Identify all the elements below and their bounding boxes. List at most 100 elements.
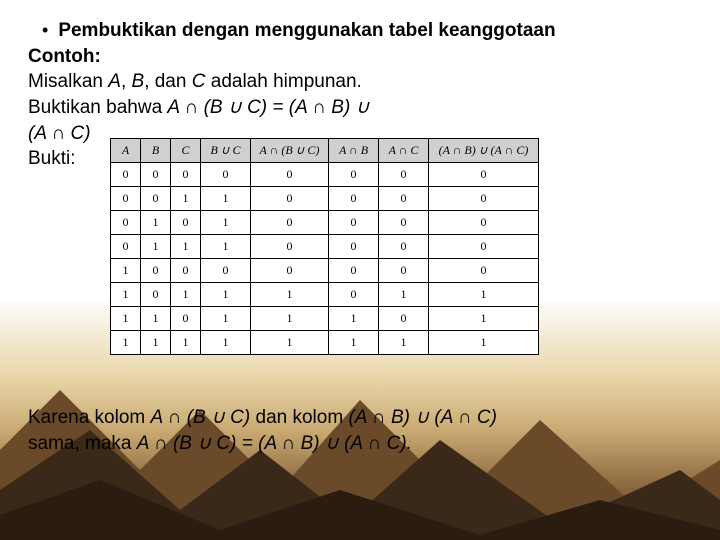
col-C: C (171, 139, 201, 163)
table-cell: 0 (379, 259, 429, 283)
table-cell: 0 (141, 283, 171, 307)
table-cell: 0 (379, 187, 429, 211)
bullet-glyph: • (42, 18, 48, 42)
txt: , dan (144, 71, 192, 92)
table-cell: 0 (251, 235, 329, 259)
expr: A ∩ (B ∪ C) (151, 407, 251, 428)
expr: (A ∩ C) (28, 123, 91, 144)
table-cell: 1 (201, 283, 251, 307)
table-row: 11011101 (111, 307, 539, 331)
expr: (A ∩ B) ∪ (A ∩ C) (348, 407, 497, 428)
var-b: B (132, 71, 145, 92)
txt: Buktikan bahwa (28, 97, 167, 118)
table-cell: 1 (201, 187, 251, 211)
table-cell: 1 (171, 283, 201, 307)
table-cell: 1 (111, 307, 141, 331)
table-cell: 1 (251, 283, 329, 307)
txt: dan kolom (250, 407, 348, 428)
table-cell: 0 (379, 163, 429, 187)
table-cell: 1 (141, 211, 171, 235)
table-row: 01110000 (111, 235, 539, 259)
col-BuC: B ∪ C (201, 139, 251, 163)
col-AnBuC: A ∩ (B ∪ C) (251, 139, 329, 163)
col-B: B (141, 139, 171, 163)
txt: adalah himpunan. (205, 71, 361, 92)
table-cell: 1 (111, 259, 141, 283)
table-cell: 1 (201, 307, 251, 331)
table-cell: 0 (329, 163, 379, 187)
col-AnB: A ∩ B (329, 139, 379, 163)
table-cell: 0 (141, 187, 171, 211)
line-misalkan: Misalkan A, B, dan C adalah himpunan. (28, 69, 692, 95)
col-result: (A ∩ B) ∪ (A ∩ C) (429, 139, 539, 163)
table-cell: 0 (329, 235, 379, 259)
table-cell: 1 (429, 331, 539, 355)
conclusion-line-2: sama, maka A ∩ (B ∪ C) = (A ∩ B) ∪ (A ∩ … (28, 431, 497, 457)
table-cell: 0 (171, 307, 201, 331)
table-cell: 0 (429, 211, 539, 235)
table-cell: 0 (379, 307, 429, 331)
title-text: Pembuktikan dengan menggunakan tabel kea… (58, 18, 555, 44)
table-cell: 1 (251, 331, 329, 355)
table-cell: 1 (201, 235, 251, 259)
table-cell: 0 (251, 211, 329, 235)
table-cell: 0 (329, 211, 379, 235)
table-cell: 0 (379, 235, 429, 259)
table-cell: 1 (429, 283, 539, 307)
table-cell: 0 (111, 235, 141, 259)
membership-table: A B C B ∪ C A ∩ (B ∪ C) A ∩ B A ∩ C (A ∩… (110, 138, 539, 355)
table-cell: 0 (251, 187, 329, 211)
table-cell: 0 (111, 211, 141, 235)
table-cell: 0 (379, 211, 429, 235)
table-cell: 0 (329, 283, 379, 307)
expr: A ∩ (B ∪ C) = (A ∩ B) ∪ (167, 97, 369, 118)
table-cell: 0 (111, 187, 141, 211)
table-cell: 0 (171, 163, 201, 187)
table-cell: 1 (429, 307, 539, 331)
table-cell: 1 (379, 283, 429, 307)
var-c: C (192, 71, 206, 92)
table-cell: 1 (141, 307, 171, 331)
table-cell: 0 (111, 163, 141, 187)
table-cell: 1 (201, 331, 251, 355)
table-cell: 1 (171, 187, 201, 211)
txt: Karena kolom (28, 407, 151, 428)
table-cell: 1 (111, 283, 141, 307)
table-cell: 1 (329, 307, 379, 331)
conclusion-line-1: Karena kolom A ∩ (B ∪ C) dan kolom (A ∩ … (28, 405, 497, 431)
table-cell: 0 (429, 259, 539, 283)
table-cell: 0 (329, 187, 379, 211)
table-row: 00110000 (111, 187, 539, 211)
txt: , (121, 71, 132, 92)
table-cell: 0 (141, 259, 171, 283)
table-row: 11111111 (111, 331, 539, 355)
table-cell: 0 (201, 163, 251, 187)
table-cell: 0 (201, 259, 251, 283)
table-row: 10111011 (111, 283, 539, 307)
table-cell: 0 (141, 163, 171, 187)
table-row: 00000000 (111, 163, 539, 187)
expr: A ∩ (B ∪ C) = (A ∩ B) ∪ (A ∩ C). (137, 433, 412, 454)
membership-table-wrap: A B C B ∪ C A ∩ (B ∪ C) A ∩ B A ∩ C (A ∩… (110, 138, 539, 355)
table-cell: 0 (171, 259, 201, 283)
var-a: A (108, 71, 121, 92)
table-cell: 1 (141, 235, 171, 259)
table-cell: 1 (141, 331, 171, 355)
line-buktikan: Buktikan bahwa A ∩ (B ∪ C) = (A ∩ B) ∪ (28, 95, 692, 121)
table-cell: 0 (429, 187, 539, 211)
table-cell: 1 (329, 331, 379, 355)
table-cell: 1 (111, 331, 141, 355)
col-AnC: A ∩ C (379, 139, 429, 163)
table-cell: 1 (171, 331, 201, 355)
txt: sama, maka (28, 433, 137, 454)
table-cell: 0 (251, 163, 329, 187)
table-cell: 0 (171, 211, 201, 235)
table-cell: 1 (251, 307, 329, 331)
table-cell: 1 (379, 331, 429, 355)
table-body: 0000000000110000010100000111000010000000… (111, 163, 539, 355)
table-cell: 0 (429, 163, 539, 187)
bullet-line-1: • Pembuktikan dengan menggunakan tabel k… (28, 18, 692, 44)
table-header-row: A B C B ∪ C A ∩ (B ∪ C) A ∩ B A ∩ C (A ∩… (111, 139, 539, 163)
col-A: A (111, 139, 141, 163)
table-cell: 1 (171, 235, 201, 259)
